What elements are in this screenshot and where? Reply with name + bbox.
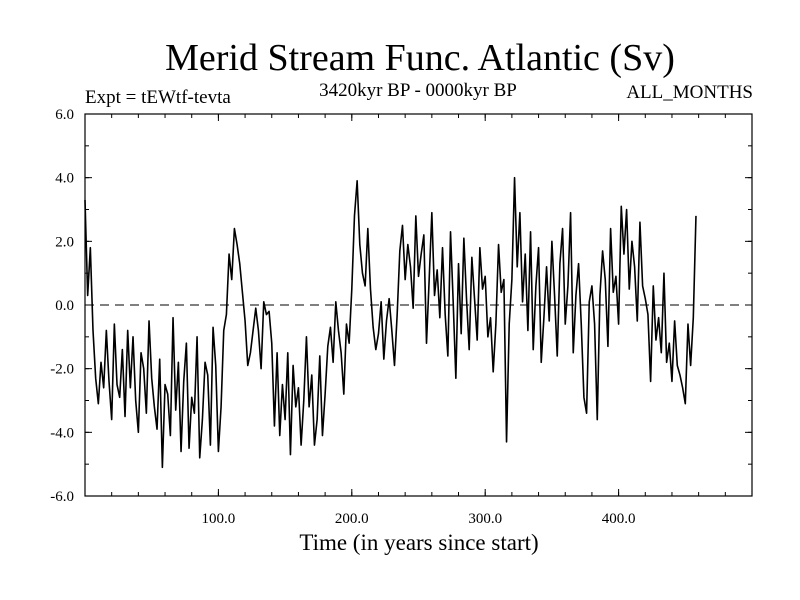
x-axis-label: Time (in years since start) — [299, 530, 538, 555]
axes: -6.0 -4.0 -2.0 0.0 2.0 4.0 6.0 100.0 200.0 300.0 4… — [50, 107, 753, 527]
y-tick-label: 2.0 — [55, 234, 74, 250]
y-tick-label: -2.0 — [50, 362, 74, 378]
chart-subtitle-right: ALL_MONTHS — [626, 82, 753, 103]
y-tick-label: 4.0 — [55, 171, 74, 187]
series-line — [84, 176, 697, 469]
x-tick-label: 300.0 — [468, 511, 502, 527]
chart-title: Merid Stream Func. Atlantic (Sv) — [165, 37, 675, 79]
y-tick-label: -4.0 — [50, 425, 74, 441]
y-tick-label: 6.0 — [55, 107, 74, 123]
y-tick-label: 0.0 — [55, 298, 74, 314]
x-tick-label: 200.0 — [335, 511, 369, 527]
y-tick-label: -6.0 — [50, 489, 74, 505]
data-series — [84, 176, 752, 469]
chart-subtitle-center: 3420kyr BP - 0000kyr BP — [319, 80, 517, 101]
x-tick-label: 100.0 — [202, 511, 236, 527]
chart-subtitle-left: Expt = tEWtf-tevta — [85, 87, 231, 108]
x-tick-label: 400.0 — [602, 511, 636, 527]
plot-frame — [84, 113, 753, 497]
